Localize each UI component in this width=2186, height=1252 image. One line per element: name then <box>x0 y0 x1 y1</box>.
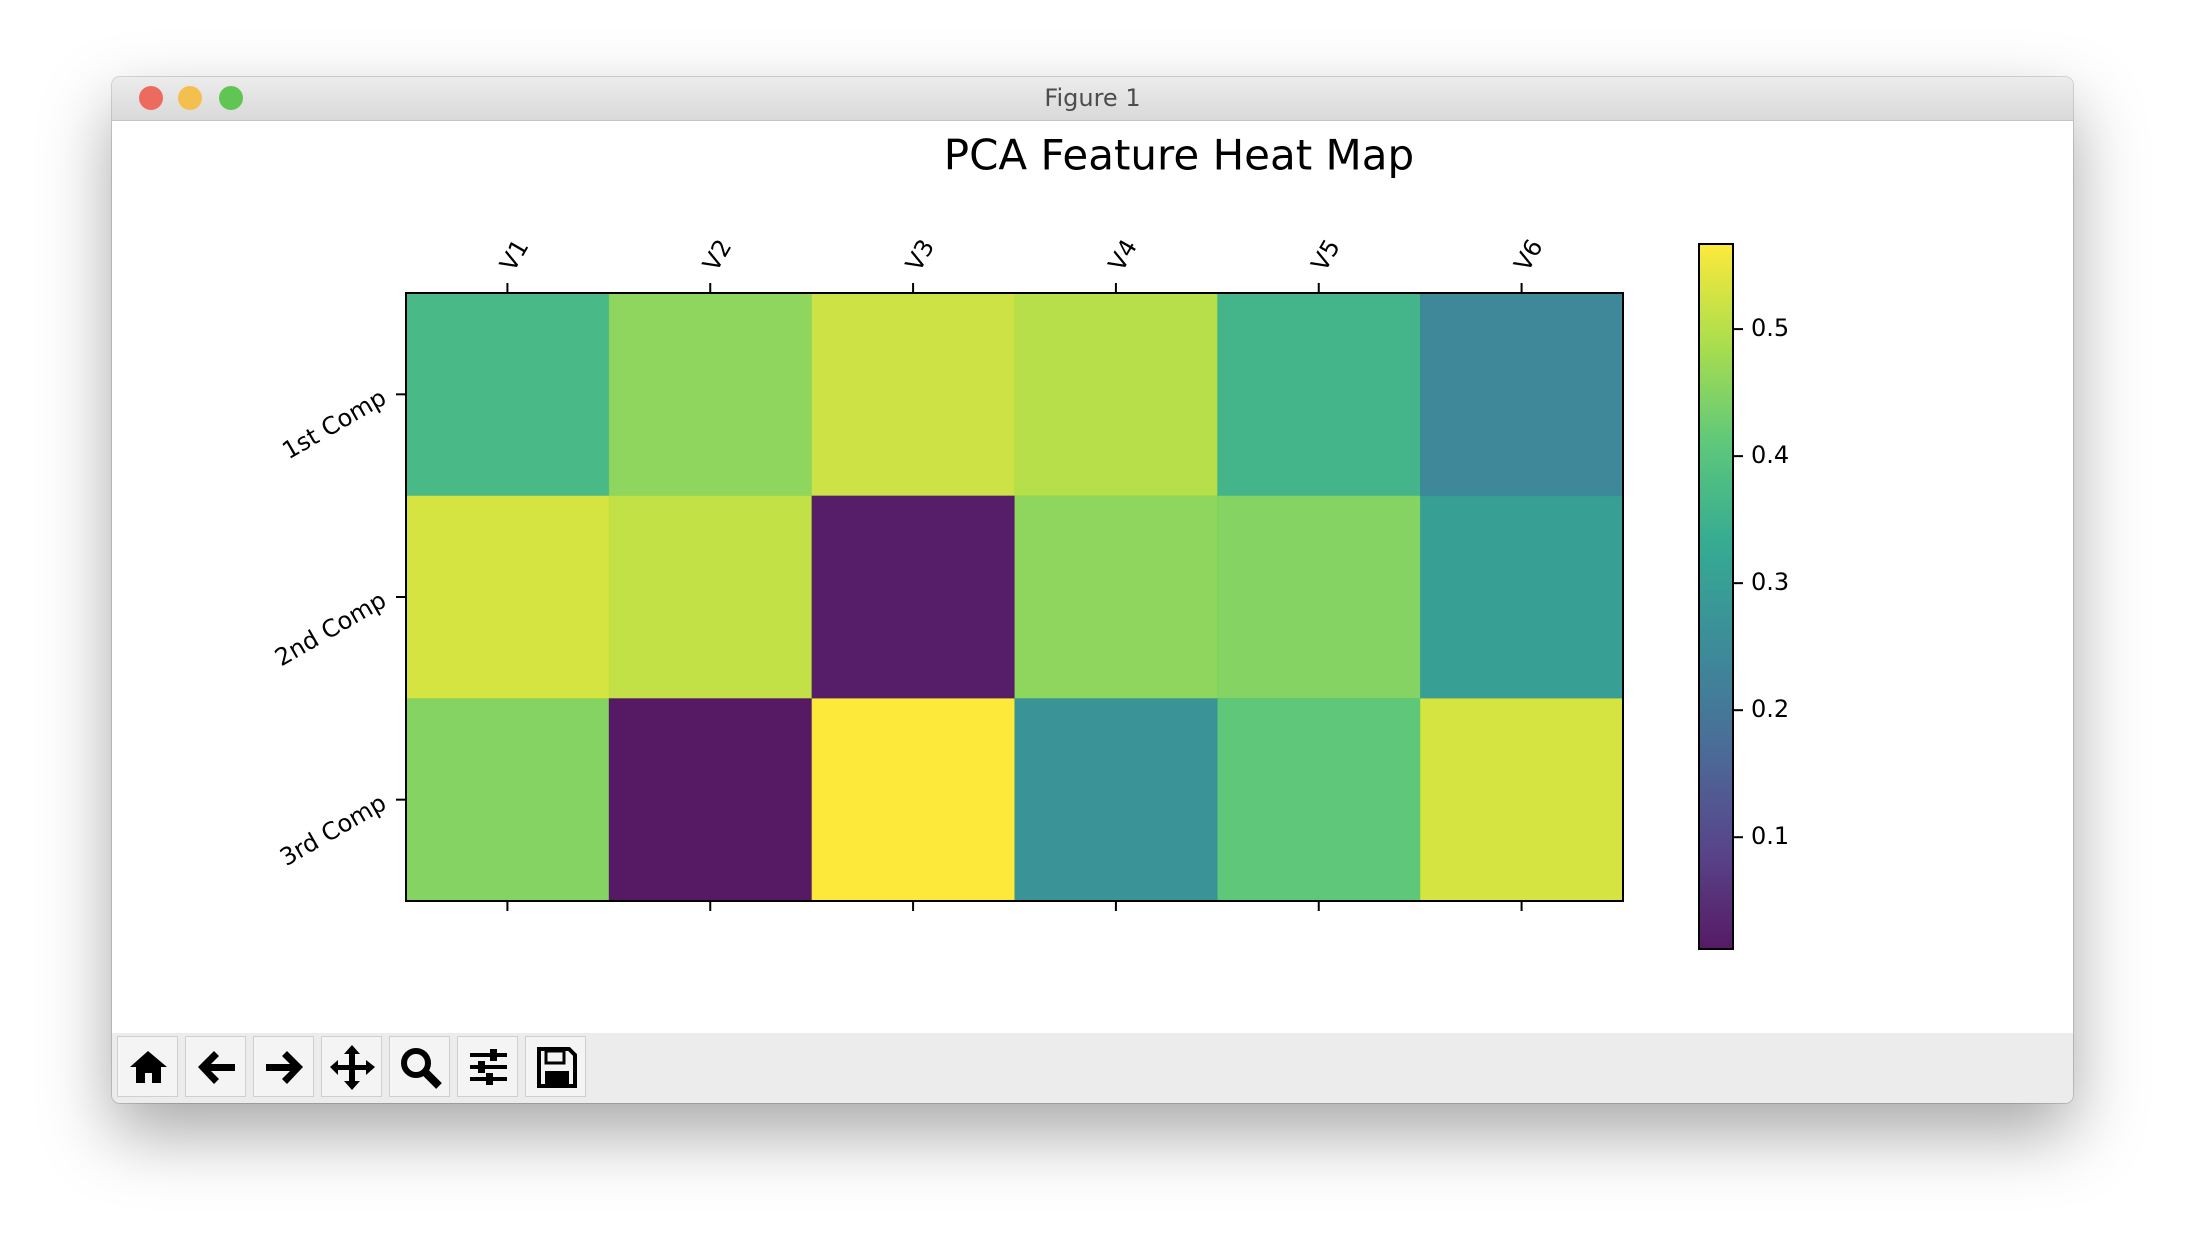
home-button[interactable] <box>117 1036 178 1097</box>
heatmap-cell <box>406 293 610 497</box>
heatmap-cell <box>811 495 1015 699</box>
colorbar-tick-label: 0.4 <box>1751 441 1789 469</box>
y-tick-label: 3rd Comp <box>275 789 391 872</box>
x-tick-label: V5 <box>1306 235 1346 276</box>
heatmap-cell <box>1014 495 1218 699</box>
heatmap-cell <box>1217 698 1421 902</box>
colorbar-tick-label: 0.3 <box>1751 568 1789 596</box>
minimize-button[interactable] <box>178 86 202 110</box>
chart-title: PCA Feature Heat Map <box>944 131 1414 180</box>
heatmap-cell <box>811 293 1015 497</box>
colorbar-tick-label: 0.1 <box>1751 822 1789 850</box>
x-tick-label: V6 <box>1509 235 1549 276</box>
figure: PCA Feature Heat Map V1 V2 V3 V4 V5 V6 1st Com… <box>270 131 1789 950</box>
y-tick-label: 1st Comp <box>278 383 391 465</box>
heatmap-cell <box>406 698 610 902</box>
heatmap-cell <box>1217 495 1421 699</box>
heatmap-cell <box>1420 495 1624 699</box>
heatmap-cell <box>608 698 813 902</box>
back-button[interactable] <box>185 1036 246 1097</box>
heatmap-cell <box>1217 293 1421 497</box>
heatmap-cell <box>608 495 813 699</box>
configure-button[interactable] <box>457 1036 518 1097</box>
colorbar-tick-label: 0.5 <box>1751 314 1789 342</box>
x-tick-label: V4 <box>1103 235 1143 276</box>
colorbar <box>1698 243 1734 950</box>
zoom-tool-button[interactable] <box>389 1036 450 1097</box>
heatmap-cell <box>1420 293 1624 497</box>
heatmap-cell <box>608 293 813 497</box>
x-tick-label: V3 <box>900 235 940 276</box>
x-tick-label: V2 <box>697 235 737 276</box>
heatmap-cell <box>1014 698 1218 902</box>
close-button[interactable] <box>139 86 163 110</box>
save-button[interactable] <box>525 1036 586 1097</box>
pan-button[interactable] <box>321 1036 382 1097</box>
heatmap-cell <box>811 698 1015 902</box>
window-title: Figure 1 <box>1044 84 1141 112</box>
toolbar <box>112 1033 2073 1103</box>
heatmap-cell <box>406 495 610 699</box>
y-tick-label: 2nd Comp <box>270 586 391 672</box>
forward-button[interactable] <box>253 1036 314 1097</box>
zoom-button[interactable] <box>219 86 243 110</box>
heatmap-cell <box>1014 293 1218 497</box>
window: Figure 1 PCA Feature Heat Map V1 V2 V3 V4 V5… <box>112 77 2073 1103</box>
title-bar: Figure 1 <box>112 77 2073 121</box>
heatmap-cell <box>1420 698 1624 902</box>
x-tick-label: V1 <box>494 235 534 276</box>
colorbar-tick-label: 0.2 <box>1751 695 1789 723</box>
